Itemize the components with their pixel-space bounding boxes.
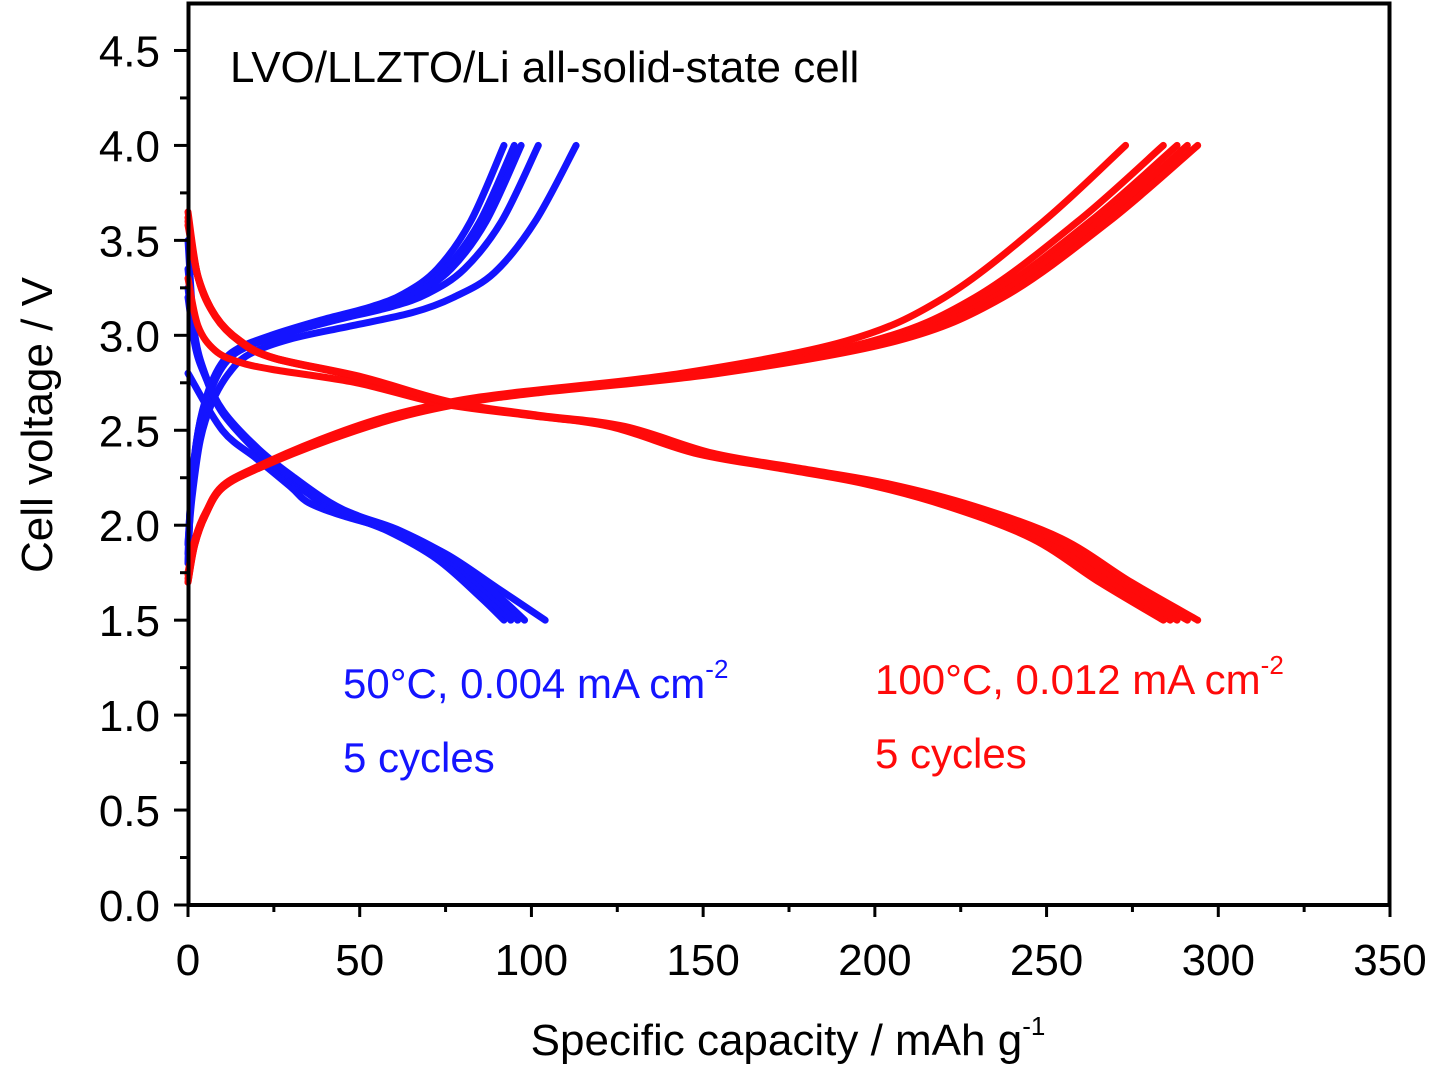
x-tick-label: 200 (838, 936, 911, 985)
y-axis-title: Cell voltage / V (13, 276, 62, 573)
annotation-blue-line2: 5 cycles (343, 734, 495, 781)
series-line-19 (184, 221, 1202, 624)
x-axis-title-sup: -1 (1022, 1011, 1045, 1041)
y-tick-label: 0.5 (99, 787, 160, 836)
x-tick-label: 300 (1182, 936, 1255, 985)
series-line-4 (184, 141, 580, 548)
y-tick-label: 3.5 (99, 217, 160, 266)
annotation-blue-line1: 50°C, 0.004 mA cm-2 (343, 654, 728, 707)
x-tick-label: 100 (495, 936, 568, 985)
series-line-14 (184, 141, 1202, 577)
y-tick-label: 2.5 (99, 407, 160, 456)
x-axis-title-text: Specific capacity / mAh g (531, 1016, 1023, 1065)
x-tick-label: 250 (1010, 936, 1083, 985)
y-tick-label: 1.5 (99, 597, 160, 646)
series-line-9 (184, 293, 529, 624)
series-line-11 (184, 141, 1167, 586)
series-line-18 (184, 217, 1191, 624)
annotation-red-line2: 5 cycles (875, 730, 1027, 777)
annotation-blue: 50°C, 0.004 mA cm-2 5 cycles (343, 654, 728, 781)
annotation-red-sup: -2 (1261, 650, 1284, 680)
y-tick-label: 4.0 (99, 122, 160, 171)
x-tick-label: 150 (666, 936, 739, 985)
y-tick-label: 2.0 (99, 502, 160, 551)
y-tick-label: 3.0 (99, 312, 160, 361)
annotation-red-line1: 100°C, 0.012 mA cm-2 (875, 650, 1284, 703)
x-axis-title: Specific capacity / mAh g-1 (531, 1011, 1046, 1065)
ticks-layer: 0 50 100 150 200 250 300 350 0.0 0.5 1.0 1.5 2.0 2.5 3… (99, 27, 1427, 985)
annotation-blue-text: 50°C, 0.004 mA cm (343, 660, 705, 707)
chart-title: LVO/LLZTO/Li all-solid-state cell (230, 43, 859, 92)
y-tick-label: 1.0 (99, 692, 160, 741)
annotation-blue-sup: -2 (705, 654, 728, 684)
x-tick-label: 50 (335, 936, 384, 985)
x-tick-label: 350 (1353, 936, 1426, 985)
annotation-red: 100°C, 0.012 mA cm-2 5 cycles (875, 650, 1284, 777)
y-tick-label: 4.5 (99, 27, 160, 76)
x-tick-label: 0 (176, 936, 200, 985)
series-line-3 (184, 141, 542, 548)
series-layer (184, 141, 1202, 624)
y-tick-label: 0.0 (99, 882, 160, 931)
annotation-red-text: 100°C, 0.012 mA cm (875, 656, 1261, 703)
